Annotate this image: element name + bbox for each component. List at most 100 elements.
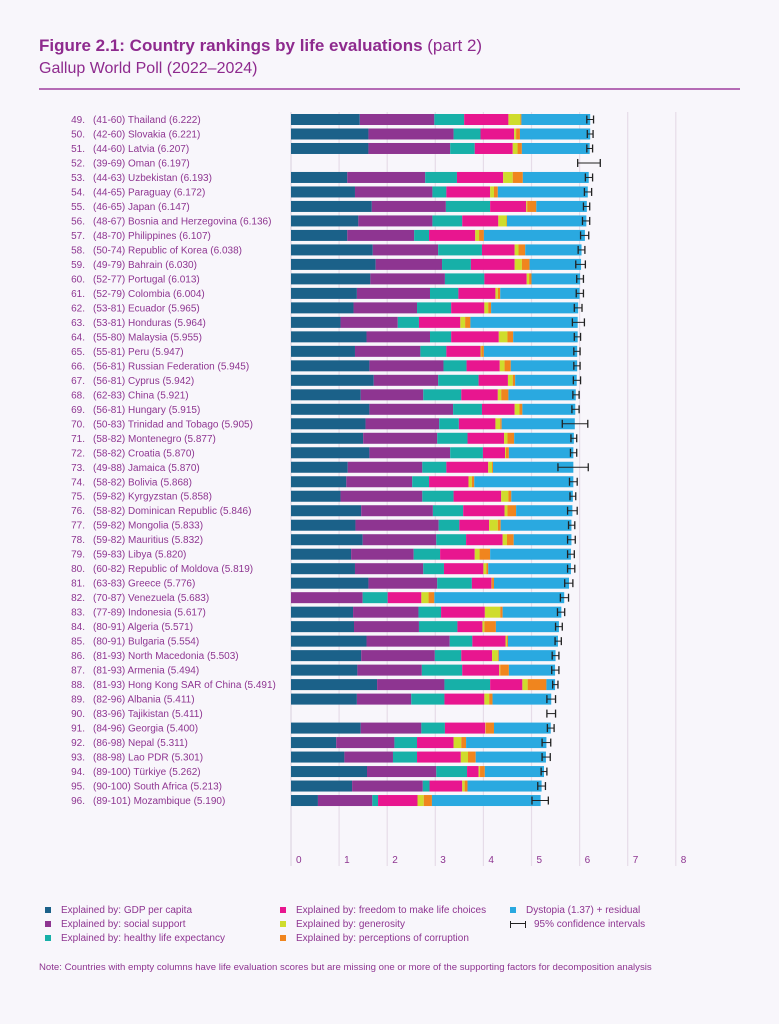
bar-segment-gdp — [291, 215, 359, 227]
bar-segment-gdp — [291, 128, 369, 140]
bar-segment-corruption — [519, 403, 523, 415]
bar-segment-health — [453, 403, 482, 415]
country-label: (44-63) Uzbekistan (6.193) — [93, 173, 212, 184]
bar-segment-dystopia — [431, 795, 541, 807]
country-label: (41-60) Thailand (6.222) — [93, 115, 201, 126]
country-label: (59-83) Libya (5.820) — [93, 550, 186, 561]
bar-segment-generosity — [498, 215, 507, 227]
bar-segment-corruption — [485, 722, 494, 734]
bar-segment-social — [340, 316, 398, 328]
legend-col-2: Explained by: freedom to make life choic… — [280, 903, 486, 945]
bar-segment-corruption — [506, 534, 514, 546]
bar-segment-corruption — [493, 186, 498, 198]
bar-segment-health — [414, 229, 430, 241]
country-label: (60-82) Republic of Moldova (5.819) — [93, 564, 253, 575]
bar-segment-gdp — [291, 244, 373, 256]
bar-segment-social — [347, 171, 426, 183]
bar-segment-gdp — [291, 171, 348, 183]
legend-swatch — [280, 935, 286, 941]
bar-segment-freedom — [429, 780, 463, 792]
bar-segment-gdp — [291, 316, 341, 328]
bar-segment-gdp — [291, 331, 367, 343]
bar-segment-dystopia — [493, 722, 551, 734]
rank-label: 85. — [71, 637, 85, 648]
bar-segment-dystopia — [470, 316, 578, 328]
bar-segment-freedom — [474, 142, 513, 154]
bar-segment-health — [444, 273, 485, 285]
bar-segment-freedom — [463, 505, 505, 517]
bar-segment-social — [360, 389, 424, 401]
bar-segment-social — [347, 461, 423, 473]
bar-segment-generosity — [453, 737, 462, 749]
bar-segment-corruption — [506, 447, 509, 459]
country-label: (56-81) Cyprus (5.942) — [93, 376, 194, 387]
bar-segment-social — [377, 679, 445, 691]
rank-label: 53. — [71, 173, 85, 184]
bar-segment-health — [430, 331, 452, 343]
bar-segment-dystopia — [510, 360, 578, 372]
rank-label: 81. — [71, 579, 85, 590]
legend-item-dystopia: Dystopia (1.37) + residual — [510, 903, 645, 917]
country-label: (55-80) Malaysia (5.955) — [93, 332, 202, 343]
bar-segment-dystopia — [508, 447, 574, 459]
bar-segment-gdp — [291, 679, 378, 691]
country-label: (84-96) Georgia (5.400) — [93, 724, 198, 735]
bar-segment-freedom — [446, 345, 481, 357]
bar-segment-social — [360, 722, 422, 734]
bar-segment-gdp — [291, 461, 348, 473]
bar-segment-dystopia — [522, 403, 576, 415]
rank-label: 84. — [71, 622, 85, 633]
x-tick-label: 2 — [392, 855, 398, 866]
bar-segment-dystopia — [531, 273, 581, 285]
bar-segment-dystopia — [514, 432, 574, 444]
bar-segment-health — [442, 258, 471, 270]
country-label: (50-74) Republic of Korea (6.038) — [93, 245, 242, 256]
bar-segment-dystopia — [502, 606, 562, 618]
bar-segment-gdp — [291, 766, 367, 778]
bar-segment-corruption — [506, 635, 508, 647]
bar-segment-social — [291, 592, 363, 604]
bar-segment-freedom — [417, 737, 454, 749]
bar-segment-generosity — [484, 693, 490, 705]
country-label: (46-65) Japan (6.147) — [93, 202, 190, 213]
rank-label: 93. — [71, 753, 85, 764]
x-tick-label: 5 — [537, 855, 543, 866]
bar-segment-dystopia — [501, 418, 575, 430]
rank-label: 51. — [71, 144, 85, 155]
bar-segment-generosity — [492, 650, 498, 662]
bar-segment-generosity — [522, 679, 528, 691]
bar-segment-dystopia — [513, 534, 572, 546]
bar-segment-generosity — [421, 592, 429, 604]
bar-segment-corruption — [461, 737, 467, 749]
bar-segment-corruption — [497, 650, 499, 662]
bar-segment-corruption — [464, 780, 468, 792]
rank-label: 50. — [71, 129, 85, 140]
bar-segment-gdp — [291, 186, 355, 198]
rank-label: 63. — [71, 318, 85, 329]
bar-segment-gdp — [291, 258, 376, 270]
bar-segment-generosity — [489, 519, 498, 531]
bar-segment-gdp — [291, 519, 356, 531]
bar-segment-freedom — [490, 679, 523, 691]
bar-segment-health — [438, 374, 479, 386]
bar-segment-generosity — [505, 635, 507, 647]
bar-segment-generosity — [417, 795, 424, 807]
country-label: (56-81) Hungary (5.915) — [93, 405, 200, 416]
bar-segment-corruption — [479, 548, 491, 560]
bar-segment-dystopia — [522, 171, 589, 183]
country-label: (88-98) Lao PDR (5.301) — [93, 753, 203, 764]
country-label: (90-100) South Africa (5.213) — [93, 782, 222, 793]
bar-segment-generosity — [514, 128, 517, 140]
rank-label: 69. — [71, 405, 85, 416]
country-label: (44-65) Paraguay (6.172) — [93, 187, 205, 198]
legend-swatch — [45, 921, 51, 927]
bar-segment-social — [373, 374, 439, 386]
footnote: Note: Countries with empty columns have … — [39, 962, 652, 973]
bar-segment-gdp — [291, 534, 363, 546]
country-label: (58-82) Bolivia (5.868) — [93, 477, 192, 488]
bar-segment-freedom — [458, 418, 496, 430]
bar-segment-social — [370, 273, 445, 285]
bar-segment-dystopia — [506, 215, 587, 227]
bar-segment-gdp — [291, 664, 358, 676]
rank-label: 52. — [71, 158, 85, 169]
